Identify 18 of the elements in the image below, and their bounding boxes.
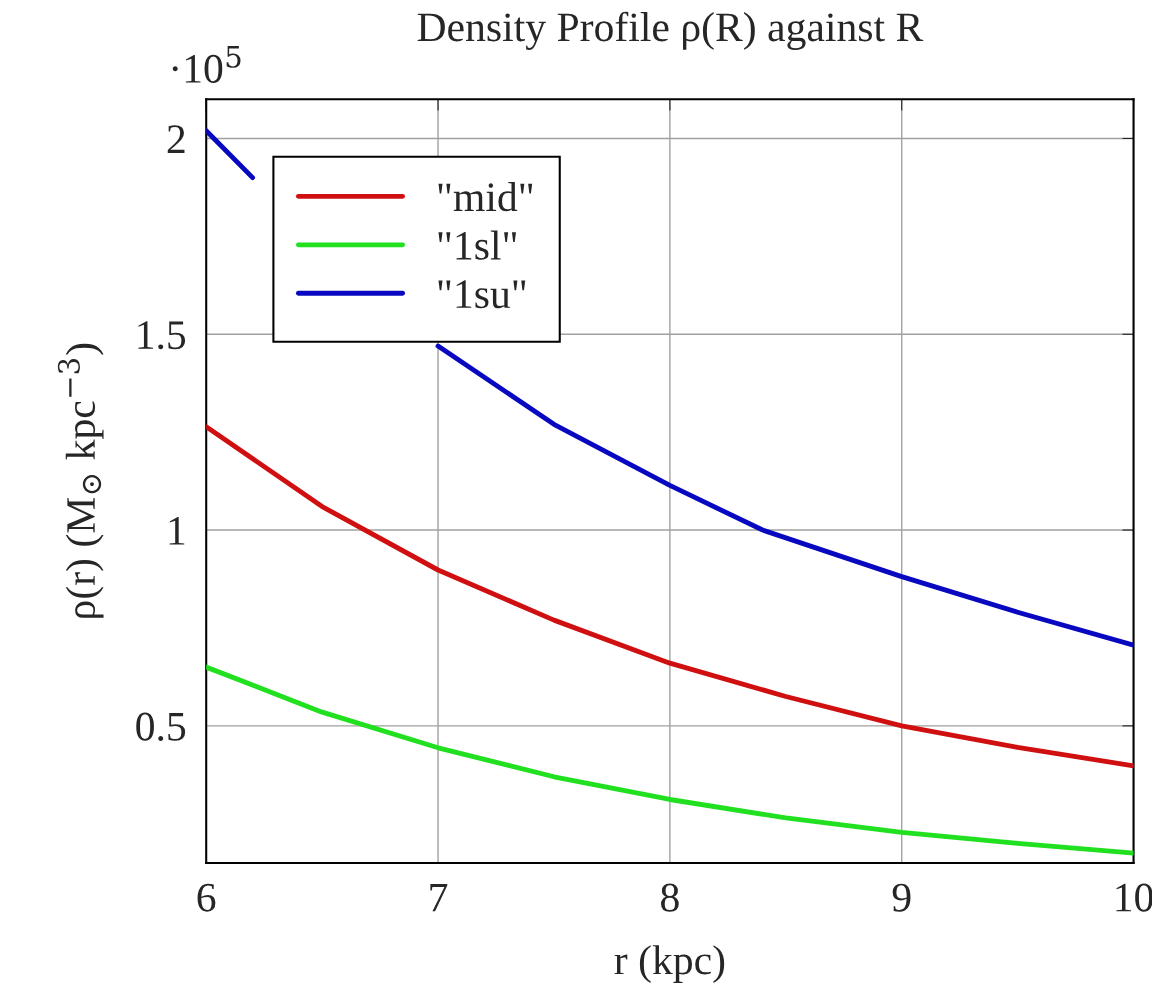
legend-label: "1su" xyxy=(438,280,526,309)
x-axis-title: r (kpc) xyxy=(614,945,725,983)
legend-label: "mid" xyxy=(438,182,533,212)
text: ·10$^{5}$ xyxy=(172,46,241,83)
legend-label: "1sl" xyxy=(438,230,516,260)
y-tick-label: 1 xyxy=(169,517,185,545)
line-series xyxy=(206,424,1134,769)
x-tick-label: 7 xyxy=(430,883,448,912)
x-tick-label: 6 xyxy=(197,883,216,912)
line-series xyxy=(206,664,1134,856)
x-tick-label: 8 xyxy=(661,883,679,912)
y-tick-label: 2 xyxy=(167,125,185,153)
y-tick-label: 1.5 xyxy=(138,321,186,350)
chart-title: Density Profile ρ(R) against R xyxy=(417,11,924,50)
x-tick-label: 10 xyxy=(1116,883,1152,912)
y-tick-label: 0.5 xyxy=(136,712,186,741)
x-tick-label: 9 xyxy=(892,883,911,912)
y-axis-title: ρ(r) (M$_{⊙}$ kpc$^{−3}$) xyxy=(57,343,104,618)
